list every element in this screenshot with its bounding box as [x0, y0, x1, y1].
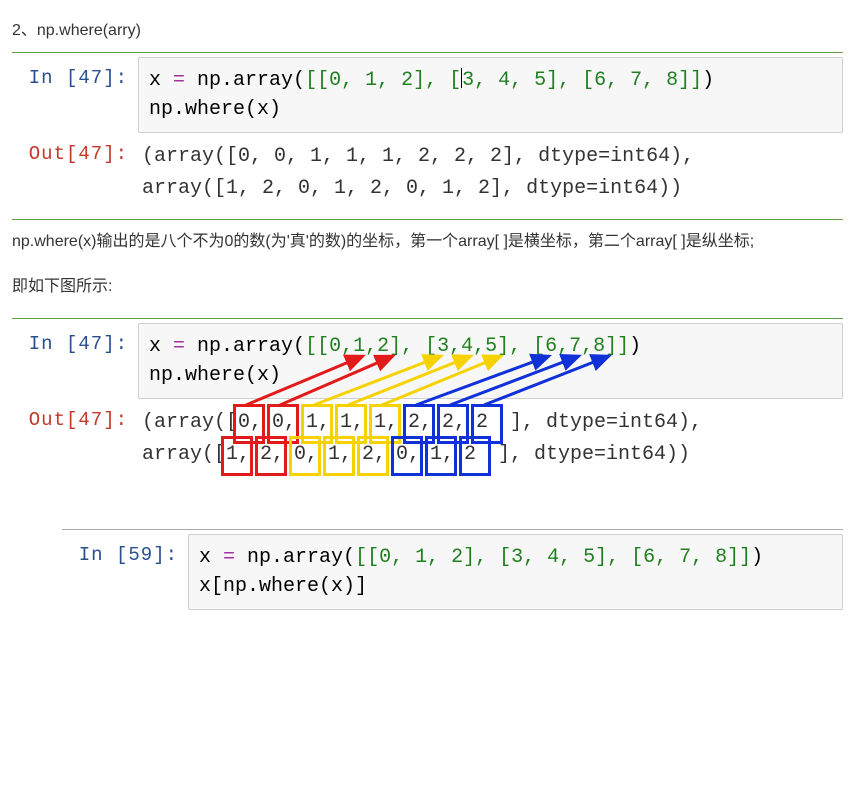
section-title: 2、np.where(arry) — [12, 16, 843, 40]
highlight-box — [391, 436, 423, 476]
code-47-input[interactable]: x = np.array([[0, 1, 2], [3, 4, 5], [6, … — [138, 57, 843, 133]
explanation-paragraph-2: 即如下图所示: — [12, 273, 843, 300]
code-text: 0, 1, 2 — [329, 69, 413, 92]
code-text: np.array( — [185, 69, 305, 92]
code-text: = — [173, 69, 185, 92]
code-text: 3, 4, 5 — [462, 69, 546, 92]
output-text: array([1, 2, 0, 1, 2, 0, 1, 2], dtype=in… — [142, 177, 682, 200]
code-text: x — [149, 335, 173, 358]
code-text: [[ — [305, 335, 329, 358]
jupyter-cell-47-annotated: In [47]: x = np.array([[0,1,2], [3,4,5],… — [12, 318, 843, 479]
output-text: ], dtype=int64), — [510, 411, 702, 434]
highlight-box — [255, 436, 287, 476]
code-text: = — [223, 546, 235, 569]
cell-47-output-row: Out[47]: (array([0, 0, 1, 1, 1, 2, 2, 2]… — [12, 133, 843, 213]
prompt-in-47: In [47]: — [12, 57, 138, 89]
highlight-box — [289, 436, 321, 476]
highlight-box — [425, 436, 457, 476]
code-text: np.array( — [235, 546, 355, 569]
code-text: np.array( — [185, 335, 305, 358]
output-text: (array([0, 0, 1, 1, 1, 2, 2, 2], dtype=i… — [142, 145, 694, 168]
highlight-box — [323, 436, 355, 476]
code-text: ]] — [678, 69, 702, 92]
code-text: np.where(x) — [149, 98, 281, 121]
code-text: [[0, 1, 2], [3, 4, 5], [6, 7, 8]] — [355, 546, 751, 569]
explanation-paragraph: np.where(x)输出的是八个不为0的数(为'真'的数)的坐标，第一个arr… — [12, 228, 843, 255]
output-text: (array([ — [142, 411, 238, 434]
cell-59-input-row: In [59]: x = np.array([[0, 1, 2], [3, 4,… — [62, 534, 843, 610]
code-47-output: (array([0, 0, 1, 1, 1, 2, 2, 2], dtype=i… — [138, 133, 843, 213]
code-59-input[interactable]: x = np.array([[0, 1, 2], [3, 4, 5], [6, … — [188, 534, 843, 610]
code-text: np.where(x) — [149, 364, 281, 387]
output-text: array([ — [142, 443, 226, 466]
highlight-box — [459, 436, 491, 476]
prompt-in-59: In [59]: — [62, 534, 188, 566]
jupyter-cell-59: In [59]: x = np.array([[0, 1, 2], [3, 4,… — [62, 529, 843, 610]
code-text: = — [173, 335, 185, 358]
cell-47-ann-input-row: In [47]: x = np.array([[0,1,2], [3,4,5],… — [12, 323, 843, 399]
prompt-in-47-ann: In [47]: — [12, 323, 138, 355]
jupyter-cell-47: In [47]: x = np.array([[0, 1, 2], [3, 4,… — [12, 52, 843, 220]
code-text: ) — [629, 335, 641, 358]
code-text: x[np.where(x)] — [199, 575, 367, 598]
code-text: 6, 7, 8 — [594, 69, 678, 92]
prompt-out-47-ann: Out[47]: — [12, 399, 138, 431]
output-text: ], dtype=int64)) — [498, 443, 690, 466]
code-text: ) — [702, 69, 714, 92]
prompt-out-47: Out[47]: — [12, 133, 138, 165]
code-text: ], [ — [497, 335, 545, 358]
code-text: x — [149, 69, 173, 92]
code-text: 3,4,5 — [437, 335, 497, 358]
code-text: ], [ — [389, 335, 437, 358]
code-text: x — [199, 546, 223, 569]
code-text: ]] — [605, 335, 629, 358]
code-text: ], [ — [413, 69, 461, 92]
code-text: [[ — [305, 69, 329, 92]
annotation-stage: In [47]: x = np.array([[0,1,2], [3,4,5],… — [12, 323, 843, 479]
highlight-box — [221, 436, 253, 476]
code-47-ann-input[interactable]: x = np.array([[0,1,2], [3,4,5], [6,7,8]]… — [138, 323, 843, 399]
highlight-box — [357, 436, 389, 476]
code-text: ], [ — [546, 69, 594, 92]
cell-47-input-row: In [47]: x = np.array([[0, 1, 2], [3, 4,… — [12, 57, 843, 133]
code-text: 6,7,8 — [545, 335, 605, 358]
code-text: ) — [751, 546, 763, 569]
code-text: 0,1,2 — [329, 335, 389, 358]
